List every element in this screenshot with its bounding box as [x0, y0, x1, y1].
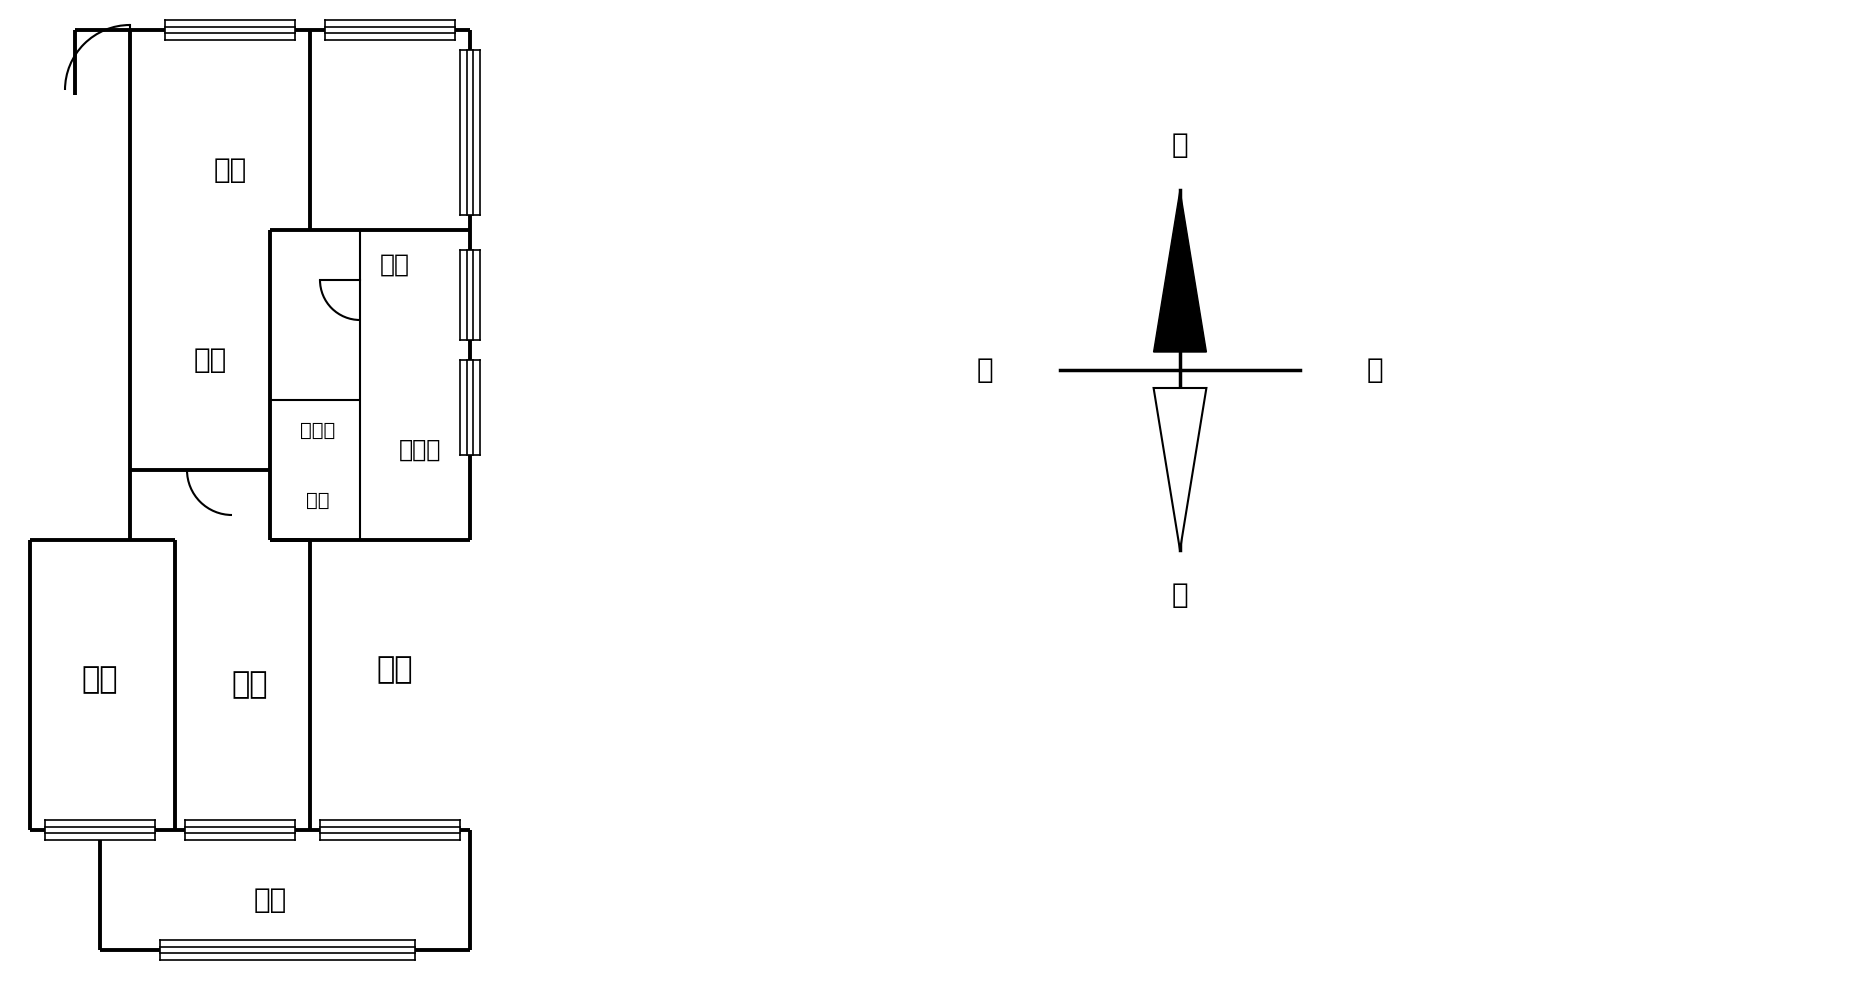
Text: 南: 南 — [1172, 581, 1188, 609]
Text: 卧室: 卧室 — [377, 656, 413, 685]
Text: 卧室: 卧室 — [233, 671, 268, 700]
Bar — [321, 820, 460, 840]
Bar — [45, 820, 156, 840]
Text: 卫生间: 卫生间 — [400, 438, 441, 462]
Text: 阳台: 阳台 — [253, 886, 287, 914]
Text: 卫生间: 卫生间 — [300, 420, 336, 439]
Text: 储物: 储物 — [306, 490, 330, 510]
Polygon shape — [1154, 388, 1206, 550]
Bar — [325, 20, 456, 40]
Bar — [165, 20, 295, 40]
Text: 东: 东 — [1368, 356, 1383, 384]
Text: 餐厅: 餐厅 — [193, 346, 227, 374]
Text: 客厅: 客厅 — [214, 156, 246, 184]
Text: 卧室: 卧室 — [83, 666, 118, 695]
Bar — [460, 360, 480, 455]
Polygon shape — [1154, 190, 1206, 352]
Bar — [460, 50, 480, 215]
Text: 厨房: 厨房 — [381, 253, 411, 277]
Text: 北: 北 — [1172, 131, 1188, 159]
Text: 西: 西 — [977, 356, 992, 384]
Bar — [460, 250, 480, 340]
Bar — [159, 940, 415, 960]
Bar — [186, 820, 295, 840]
